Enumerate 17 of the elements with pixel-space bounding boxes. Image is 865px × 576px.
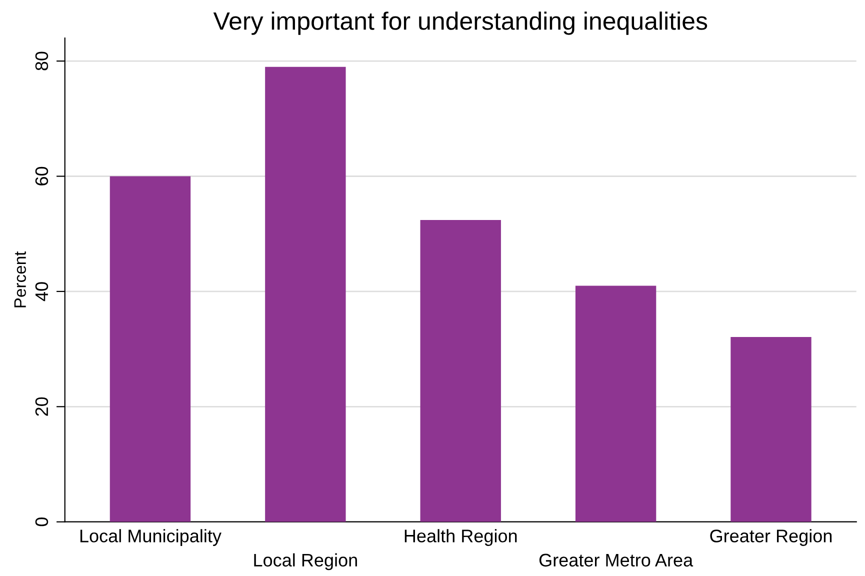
x-tick-label: Greater Metro Area [539,554,694,567]
x-tick-label: Greater Region [710,529,832,546]
y-tick-label: 0 [35,518,48,526]
y-tick-label: 60 [35,166,48,186]
y-tick-label: 80 [35,52,48,70]
x-tick-label: Local Region [254,553,357,570]
bar [575,286,656,522]
x-tick-label: Health Region [404,529,517,546]
x-tick-label: Local Municipality [80,529,222,546]
y-tick-label: 40 [35,282,48,302]
bar [110,176,191,522]
chart-title: Very important for understanding inequalities [213,12,708,35]
bar [730,336,812,522]
bar [265,66,346,522]
bar [420,220,501,522]
y-axis-title: Percent [14,251,26,308]
y-tick-label: 20 [35,397,48,416]
